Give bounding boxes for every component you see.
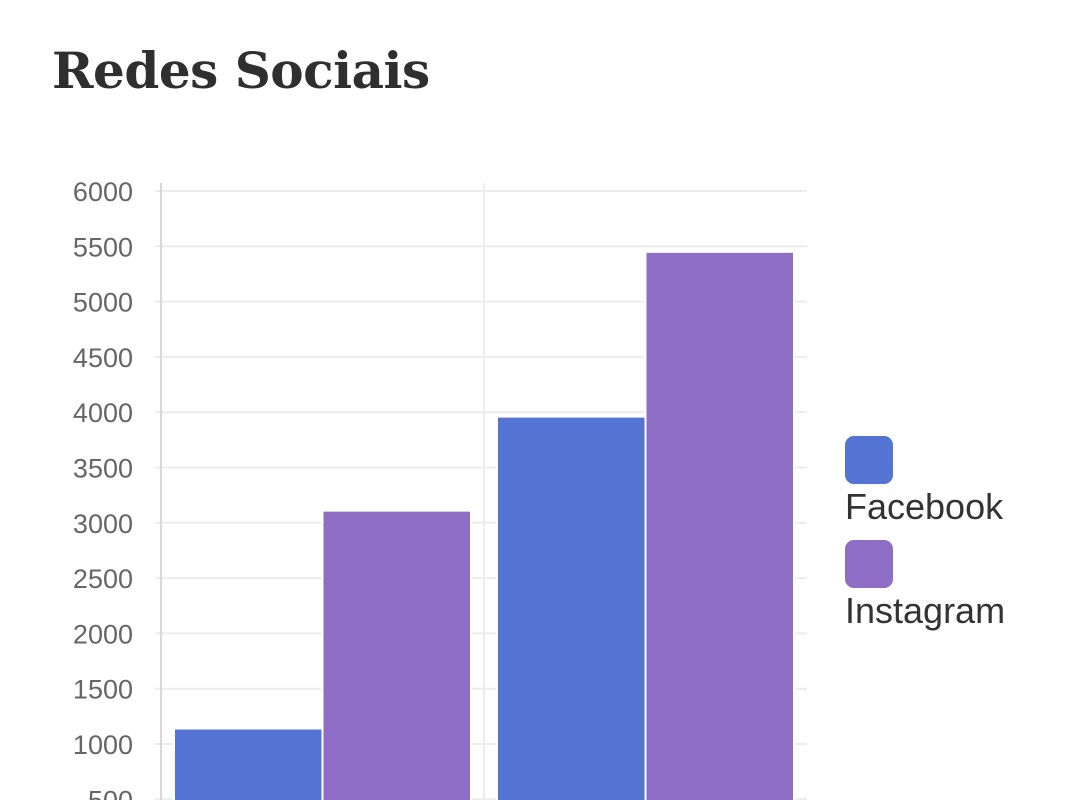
- legend-item-facebook[interactable]: Facebook: [845, 436, 1005, 530]
- legend-item-instagram[interactable]: Instagram: [845, 540, 1005, 634]
- y-tick-label: 5500: [73, 232, 133, 262]
- chart-legend: Facebook Instagram: [845, 436, 1005, 644]
- bar-instagram-2: [644, 250, 795, 800]
- bar-facebook-1: [173, 727, 324, 800]
- legend-swatch-instagram: [845, 540, 893, 588]
- y-tick-label: 5000: [73, 288, 133, 318]
- y-tick-label: 1000: [73, 730, 133, 760]
- y-tick-label: 4000: [73, 398, 133, 428]
- bar-instagram-1: [321, 509, 472, 800]
- chart-title: Redes Sociais: [52, 41, 430, 100]
- y-tick-label: 500: [88, 785, 133, 800]
- y-tick-label: 3000: [73, 509, 133, 539]
- legend-label-facebook: Facebook: [845, 486, 1004, 527]
- y-tick-label: 1500: [73, 675, 133, 705]
- legend-swatch-facebook: [845, 436, 893, 484]
- y-tick-label: 3500: [73, 454, 133, 484]
- y-tick-label: 2500: [73, 564, 133, 594]
- y-tick-label: 4500: [73, 343, 133, 373]
- y-tick-label: 2000: [73, 619, 133, 649]
- legend-label-instagram: Instagram: [845, 590, 1006, 631]
- y-tick-label: 6000: [73, 177, 133, 207]
- bar-facebook-2: [496, 415, 647, 800]
